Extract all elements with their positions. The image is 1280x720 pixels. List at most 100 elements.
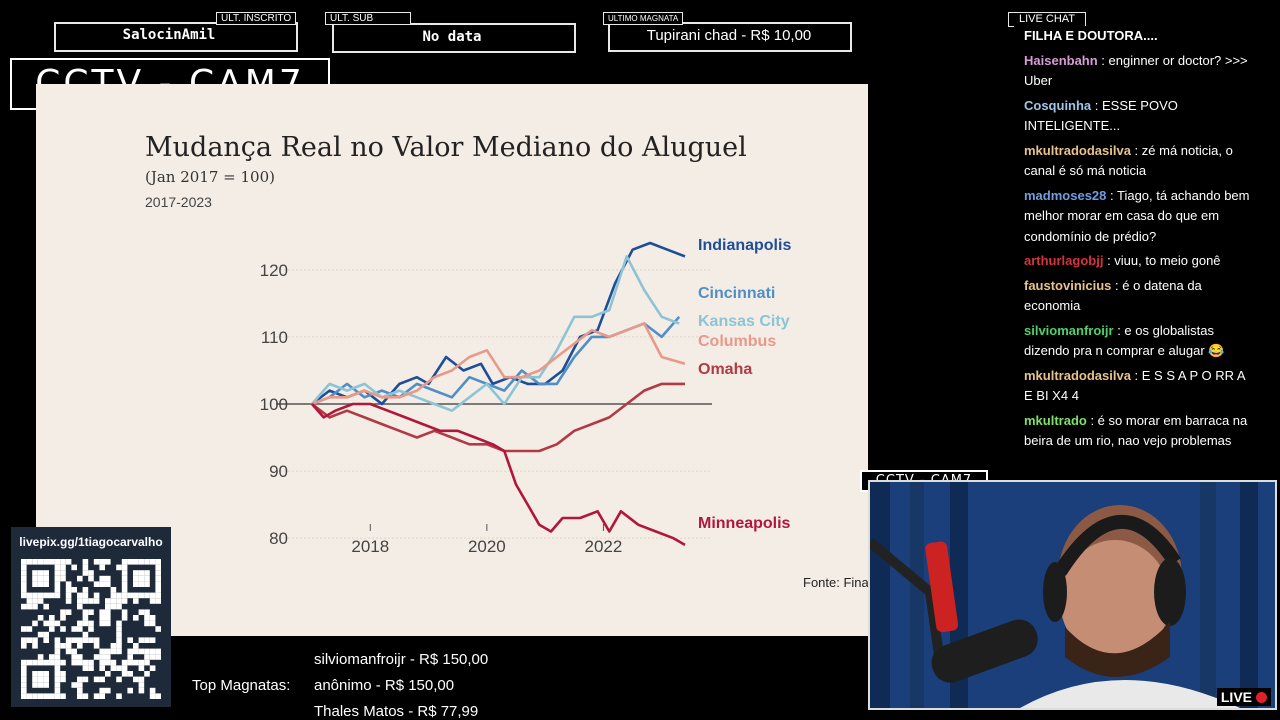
qr-module bbox=[105, 687, 111, 694]
qr-module bbox=[43, 570, 49, 576]
qr-module bbox=[127, 648, 133, 655]
qr-module bbox=[133, 570, 139, 576]
qr-module bbox=[37, 682, 44, 688]
qr-module bbox=[149, 648, 156, 655]
qr-module bbox=[133, 559, 139, 565]
qr-module bbox=[54, 592, 61, 599]
qr-module bbox=[105, 659, 111, 666]
chat-username[interactable]: Haisenbahn bbox=[1024, 52, 1098, 68]
qr-module bbox=[37, 676, 44, 683]
qr-module bbox=[127, 659, 133, 666]
qr-module bbox=[82, 564, 89, 571]
qr-module bbox=[82, 570, 89, 576]
qr-module bbox=[21, 682, 27, 688]
ultimo-magnata-box bbox=[608, 22, 852, 52]
qr-module bbox=[99, 648, 105, 655]
qr-module bbox=[77, 693, 83, 699]
qr-module bbox=[93, 592, 100, 599]
qr-module bbox=[54, 637, 61, 643]
qr-module bbox=[77, 603, 83, 610]
qr-module bbox=[99, 676, 105, 683]
qr-module bbox=[71, 626, 77, 632]
qr-module bbox=[116, 626, 122, 632]
qr-module bbox=[155, 564, 161, 571]
qr-module bbox=[43, 631, 49, 638]
qr-module bbox=[21, 570, 27, 576]
qr-module bbox=[43, 693, 49, 699]
qr-code-icon bbox=[21, 559, 161, 699]
qr-module bbox=[93, 581, 100, 587]
qr-module bbox=[133, 615, 139, 621]
qr-module bbox=[21, 603, 27, 610]
chart-subtitle: (Jan 2017 = 100) bbox=[145, 168, 275, 186]
qr-module bbox=[121, 609, 128, 615]
qr-module bbox=[77, 687, 83, 694]
qr-module bbox=[99, 559, 105, 565]
qr-module bbox=[82, 620, 89, 627]
qr-panel[interactable]: livepix.gg/1tiagocarvalho bbox=[11, 527, 171, 707]
qr-module bbox=[37, 693, 44, 699]
live-dot-icon bbox=[1256, 691, 1267, 703]
qr-module bbox=[110, 665, 117, 671]
qr-module bbox=[82, 587, 89, 593]
qr-module bbox=[88, 598, 94, 604]
qr-url[interactable]: livepix.gg/1tiagocarvalho bbox=[19, 535, 163, 549]
qr-module bbox=[43, 559, 49, 565]
qr-module bbox=[65, 587, 72, 593]
qr-module bbox=[54, 654, 61, 660]
qr-module bbox=[138, 659, 145, 666]
qr-module bbox=[54, 648, 61, 655]
chat-username[interactable]: mkultrado bbox=[1024, 412, 1087, 428]
qr-module bbox=[116, 620, 122, 627]
qr-module bbox=[37, 654, 44, 660]
qr-module bbox=[110, 598, 117, 604]
ult-inscrito-tag: ULT. INSCRITO bbox=[216, 12, 297, 25]
qr-module bbox=[144, 581, 150, 587]
chat-username[interactable]: faustovinicius bbox=[1024, 277, 1112, 293]
chat-username[interactable]: madmoses28 bbox=[1024, 187, 1107, 203]
qr-module bbox=[138, 581, 145, 587]
chat-message: Cosquinha : ESSE POVO INTELIGENTE... bbox=[1014, 96, 1266, 137]
qr-module bbox=[110, 603, 117, 610]
qr-module bbox=[93, 654, 100, 660]
qr-module bbox=[138, 592, 145, 599]
qr-module bbox=[32, 659, 38, 666]
qr-module bbox=[60, 559, 66, 565]
qr-module bbox=[77, 620, 83, 627]
webcam-feed: LIVE bbox=[868, 480, 1277, 710]
qr-module bbox=[127, 592, 133, 599]
chat-username[interactable]: mkultradodasilva bbox=[1024, 367, 1131, 383]
qr-module bbox=[121, 659, 128, 666]
qr-module bbox=[105, 671, 111, 677]
chat-username[interactable]: silviomanfroijr bbox=[1024, 322, 1114, 338]
qr-module bbox=[21, 676, 27, 683]
qr-module bbox=[149, 637, 156, 643]
qr-module bbox=[144, 615, 150, 621]
qr-module bbox=[133, 592, 139, 599]
qr-module bbox=[82, 631, 89, 638]
qr-module bbox=[121, 575, 128, 582]
series-line-omaha bbox=[311, 382, 685, 453]
qr-module bbox=[116, 637, 122, 643]
qr-module bbox=[110, 659, 117, 666]
live-chat-panel[interactable]: FILHA E DOUTORA.... Haisenbahn : enginner… bbox=[1014, 26, 1266, 478]
qr-module bbox=[121, 665, 128, 671]
qr-module bbox=[133, 648, 139, 655]
qr-module bbox=[26, 693, 33, 699]
series-line-minneapolis bbox=[311, 402, 686, 547]
chat-username[interactable]: mkultradodasilva bbox=[1024, 142, 1131, 158]
qr-module bbox=[149, 559, 156, 565]
qr-module bbox=[37, 615, 44, 621]
chat-message: mkultradodasilva : E S S A P O RR A E BI… bbox=[1014, 366, 1266, 407]
qr-module bbox=[60, 626, 66, 632]
chat-username[interactable]: arthurlagobjj bbox=[1024, 253, 1104, 268]
qr-module bbox=[105, 603, 111, 610]
chart-svg: 120 110 100 90 80 2018 2020 2022 Indianapolis Cin… bbox=[260, 237, 792, 556]
qr-module bbox=[77, 643, 83, 649]
qr-module bbox=[32, 676, 38, 683]
qr-module bbox=[155, 587, 161, 593]
qr-module bbox=[93, 637, 100, 643]
chat-username[interactable]: Cosquinha bbox=[1024, 97, 1092, 113]
y-tick-label: 100 bbox=[260, 395, 288, 414]
qr-module bbox=[65, 581, 72, 587]
